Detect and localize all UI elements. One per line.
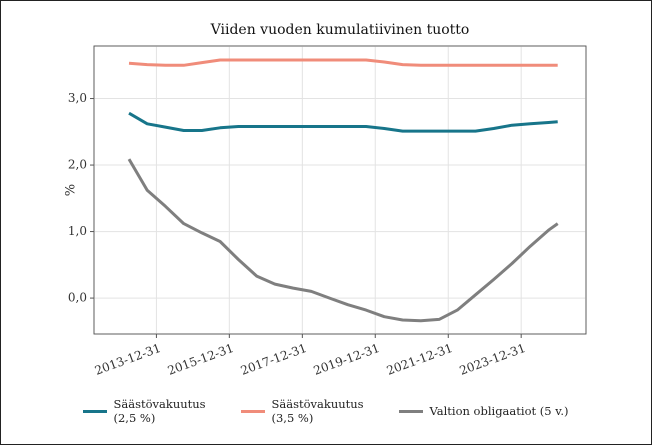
legend-swatch xyxy=(399,409,424,413)
x-tick-label: 2021-12-31 xyxy=(385,341,455,378)
legend-swatch xyxy=(83,409,108,413)
legend: Säästövakuutus (2,5 %) Säästövakuutus (3,… xyxy=(1,397,651,425)
x-tick-label: 2017-12-31 xyxy=(239,341,309,378)
chart: Viiden vuoden kumulatiivinen tuotto % 0,… xyxy=(64,22,587,378)
y-axis-label: % xyxy=(64,184,79,196)
legend-label: Säästövakuutus (2,5 %) xyxy=(113,397,206,425)
y-tick-label: 0,0 xyxy=(68,291,87,305)
legend-item: Valtion obligaatiot (5 v.) xyxy=(399,397,569,425)
legend-label: Valtion obligaatiot (5 v.) xyxy=(429,404,569,418)
series-line xyxy=(127,158,559,323)
plot-panel xyxy=(93,45,587,335)
legend-item: Säästövakuutus (2,5 %) xyxy=(83,397,223,425)
plot-border xyxy=(93,45,587,335)
x-tick-label: 2023-12-31 xyxy=(458,341,528,378)
legend-label: Säästövakuutus (3,5 %) xyxy=(271,397,364,425)
legend-item: Säästövakuutus (3,5 %) xyxy=(241,397,381,425)
x-tick-label: 2019-12-31 xyxy=(312,341,382,378)
y-tick-label: 1,0 xyxy=(68,224,87,238)
x-tick-label: 2013-12-31 xyxy=(93,341,163,378)
series-line xyxy=(128,58,558,67)
series-line xyxy=(128,111,558,133)
y-tick-label: 3,0 xyxy=(68,91,87,105)
x-tick-label: 2015-12-31 xyxy=(166,341,236,378)
chart-title: Viiden vuoden kumulatiivinen tuotto xyxy=(210,22,470,38)
legend-swatch xyxy=(241,409,266,413)
y-tick-label: 2,0 xyxy=(68,158,87,172)
